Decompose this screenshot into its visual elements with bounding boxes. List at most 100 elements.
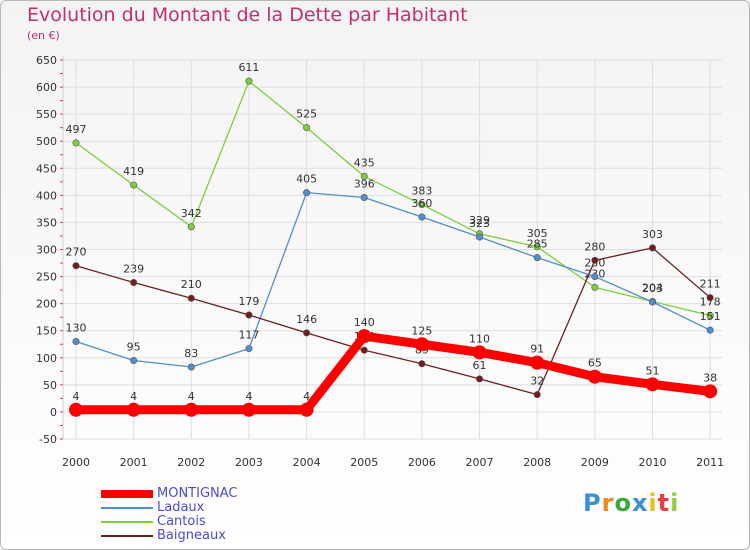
data-label: 95	[127, 340, 141, 353]
x-tick-label: 2005	[350, 456, 378, 469]
data-label: 83	[184, 347, 198, 360]
data-point	[645, 377, 660, 392]
data-point	[587, 369, 602, 384]
data-point	[591, 283, 599, 291]
data-label: 178	[700, 296, 721, 309]
data-point	[184, 402, 199, 417]
y-tick-label: 100	[36, 352, 57, 365]
data-point	[360, 172, 368, 180]
data-label: 117	[238, 329, 259, 342]
data-point	[187, 294, 195, 302]
data-point	[476, 233, 484, 241]
data-point	[648, 298, 656, 306]
data-point	[299, 402, 314, 417]
data-point	[533, 243, 541, 251]
legend-swatch	[101, 521, 153, 523]
data-label: 323	[469, 217, 490, 230]
data-point	[303, 124, 311, 132]
data-point	[126, 402, 141, 417]
data-label: 140	[354, 316, 375, 329]
legend-swatch	[101, 507, 153, 509]
legend-label: Baigneaux	[157, 528, 226, 543]
x-tick-label: 2011	[696, 456, 724, 469]
logo-letter: i	[648, 489, 658, 517]
legend-label: MONTIGNAC	[157, 486, 238, 501]
data-point	[245, 311, 253, 319]
x-tick-label: 2000	[62, 456, 90, 469]
data-label: 32	[530, 375, 544, 388]
data-label: 61	[473, 359, 487, 372]
data-label: 125	[411, 324, 432, 337]
data-point	[530, 355, 545, 370]
data-point	[414, 337, 429, 352]
y-tick-label: 350	[36, 216, 57, 229]
data-point	[130, 279, 138, 287]
data-label: 396	[354, 178, 375, 191]
legend-label: Ladaux	[157, 500, 205, 515]
y-tick-label: 0	[50, 406, 57, 419]
series-line-ladaux	[75, 191, 711, 368]
data-label: 179	[238, 295, 259, 308]
data-point	[706, 312, 714, 320]
data-label: 383	[411, 185, 432, 198]
y-tick-label: 400	[36, 189, 57, 202]
y-tick-label: -50	[39, 433, 57, 446]
logo-letter: r	[601, 489, 615, 517]
logo-letter: P	[583, 489, 602, 517]
data-label: 405	[296, 173, 317, 186]
legend-label: Cantois	[157, 514, 206, 529]
y-tick-label: 150	[36, 325, 57, 338]
data-label: 419	[123, 165, 144, 178]
data-label: 4	[303, 390, 310, 403]
x-tick-label: 2010	[639, 456, 667, 469]
data-point	[472, 345, 487, 360]
data-point	[245, 77, 253, 85]
data-label: 435	[354, 156, 375, 169]
data-point	[476, 375, 484, 383]
data-point	[648, 244, 656, 252]
data-label: 360	[411, 197, 432, 210]
data-label: 38	[703, 371, 717, 384]
chart-subtitle: (en €)	[27, 29, 60, 42]
data-label: 91	[530, 343, 544, 356]
data-label: 270	[66, 246, 87, 259]
data-point	[360, 346, 368, 354]
x-tick-label: 2009	[581, 456, 609, 469]
data-point	[418, 360, 426, 368]
data-point	[533, 254, 541, 262]
series-line-montignac	[76, 331, 711, 415]
data-point	[130, 356, 138, 364]
y-tick-label: 300	[36, 244, 57, 257]
legend-swatch	[101, 490, 153, 498]
data-point	[703, 384, 718, 399]
data-label: 146	[296, 313, 317, 326]
data-point	[591, 273, 599, 281]
data-label: 151	[700, 310, 721, 323]
data-point	[706, 326, 714, 334]
logo-letter: t	[657, 489, 671, 517]
data-point	[418, 213, 426, 221]
proxiti-logo: Proxiti	[583, 489, 679, 517]
y-tick-label: 500	[36, 135, 57, 148]
data-label: 65	[588, 357, 602, 370]
data-label: 4	[130, 390, 137, 403]
data-label: 497	[66, 123, 87, 136]
logo-letter: x	[631, 489, 649, 517]
y-tick-label: 50	[43, 379, 57, 392]
data-label: 110	[469, 332, 490, 345]
data-label: 4	[73, 390, 80, 403]
data-label: 4	[245, 390, 252, 403]
data-point	[360, 194, 368, 202]
data-point	[72, 338, 80, 346]
y-tick-label: 600	[36, 81, 57, 94]
data-point	[418, 201, 426, 209]
data-point	[72, 139, 80, 147]
x-tick-label: 2002	[177, 456, 205, 469]
y-tick-label: 200	[36, 298, 57, 311]
x-tick-label: 2006	[408, 456, 436, 469]
x-tick-label: 2008	[523, 456, 551, 469]
x-tick-label: 2007	[466, 456, 494, 469]
logo-letter: o	[614, 489, 632, 517]
data-point	[130, 181, 138, 189]
